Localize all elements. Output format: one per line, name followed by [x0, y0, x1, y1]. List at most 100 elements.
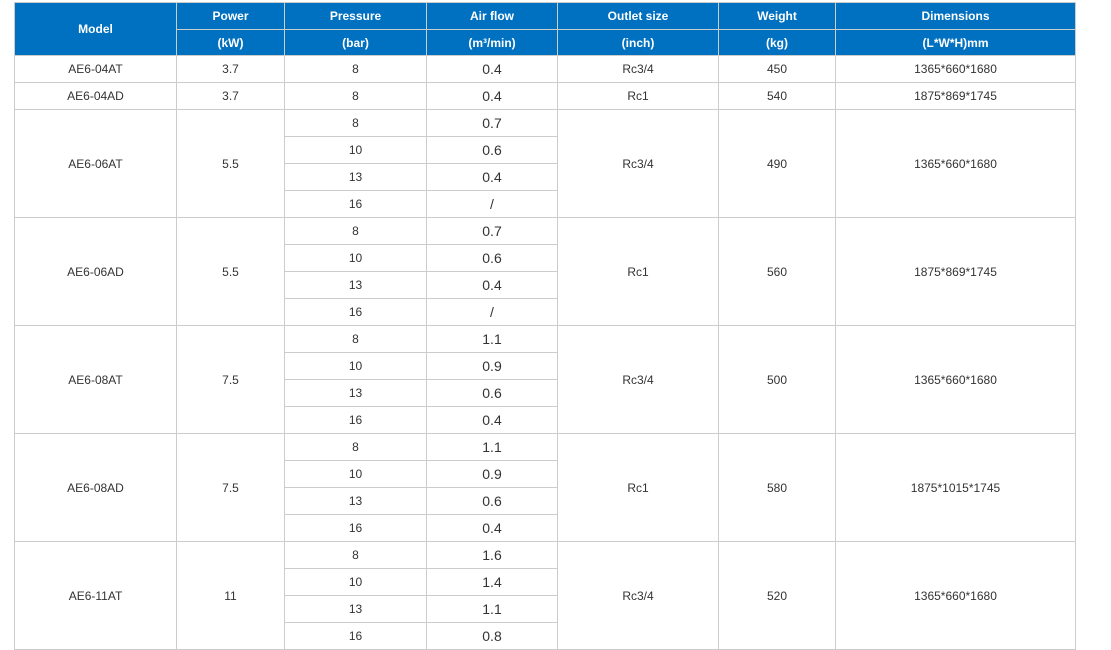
header-outlet-size: Outlet size	[557, 2, 719, 30]
pressure-cell: 10	[284, 568, 427, 596]
table-row: 13 0.6	[15, 487, 1076, 515]
pressure-cell: 16	[284, 298, 427, 326]
power-cell: 11	[176, 541, 285, 650]
power-cell: 7.5	[176, 433, 285, 542]
spec-table: Model Power Pressure Air flow Outlet siz…	[14, 2, 1076, 650]
table-row: 13 0.6	[15, 379, 1076, 407]
table-row: 16 0.4	[15, 406, 1076, 434]
pressure-cell: 8	[284, 433, 427, 461]
pressure-cell: 10	[284, 352, 427, 380]
power-cell: 5.5	[176, 217, 285, 326]
model-cell: AE6-08AT	[14, 325, 177, 434]
model-cell: AE6-06AT	[14, 109, 177, 218]
dimensions-cell: 1365*660*1680	[835, 325, 1076, 434]
table-row: AE6-08AD 7.5 8 1.1 Rc1 580 1875*1015*1745	[14, 433, 1076, 542]
dimensions-cell: 1875*869*1745	[835, 82, 1076, 110]
pressure-cell: 13	[284, 595, 427, 623]
air-flow-cell: 1.1	[426, 595, 558, 623]
dimensions-cell: 1875*1015*1745	[835, 433, 1076, 542]
outlet-size-cell: Rc1	[557, 82, 719, 110]
header-weight: Weight	[718, 2, 836, 30]
header-pressure: Pressure	[284, 2, 427, 30]
outlet-size-cell: Rc3/4	[557, 55, 719, 83]
power-cell: 5.5	[176, 109, 285, 218]
pressure-cell: 16	[284, 622, 427, 650]
table-row: 10 0.9	[15, 460, 1076, 488]
unit-dimensions: (L*W*H)mm	[835, 29, 1076, 56]
table-row: AE6-11AT 11 8 1.6 Rc3/4 520 1365*660*1680	[14, 541, 1076, 650]
air-flow-cell: 0.7	[426, 109, 558, 137]
pressure-cell: 16	[284, 190, 427, 218]
outlet-size-cell: Rc1	[557, 433, 719, 542]
outlet-size-cell: Rc3/4	[557, 325, 719, 434]
weight-cell: 450	[718, 55, 836, 83]
air-flow-cell: 0.4	[426, 406, 558, 434]
pressure-cell: 8	[284, 217, 427, 245]
pressure-cell: 13	[284, 379, 427, 407]
table-row: 16/	[15, 190, 1076, 218]
header-air-flow: Air flow	[426, 2, 558, 30]
outlet-size-cell: Rc1	[557, 217, 719, 326]
air-flow-cell: 0.6	[426, 244, 558, 272]
weight-cell: 500	[718, 325, 836, 434]
air-flow-cell: 0.7	[426, 217, 558, 245]
pressure-cell: 10	[284, 460, 427, 488]
model-cell: AE6-06AD	[14, 217, 177, 326]
pressure-cell: 8	[284, 82, 427, 110]
pressure-cell: 8	[284, 325, 427, 353]
header-dimensions: Dimensions	[835, 2, 1076, 30]
pressure-cell: 8	[284, 541, 427, 569]
power-cell: 3.7	[176, 82, 285, 110]
pressure-cell: 13	[284, 163, 427, 191]
unit-pressure: (bar)	[284, 29, 427, 56]
pressure-cell: 13	[284, 487, 427, 515]
pressure-cell: 10	[284, 136, 427, 164]
air-flow-cell: 1.1	[426, 433, 558, 461]
weight-cell: 490	[718, 109, 836, 218]
outlet-size-cell: Rc3/4	[557, 109, 719, 218]
table-row: AE6-04AD 3.7 8 0.4 Rc1 540 1875*869*1745	[14, 82, 1076, 110]
air-flow-cell: 0.4	[426, 271, 558, 299]
air-flow-cell: /	[426, 190, 558, 218]
air-flow-cell: 0.4	[426, 163, 558, 191]
table-row: AE6-04AT 3.7 8 0.4 Rc3/4 450 1365*660*1680	[14, 55, 1076, 83]
dimensions-cell: 1365*660*1680	[835, 109, 1076, 218]
table-row: AE6-06AT 5.5 8 0.7 Rc3/4 490 1365*660*1680	[14, 109, 1076, 218]
unit-weight: (kg)	[718, 29, 836, 56]
air-flow-cell: 0.4	[426, 55, 558, 83]
pressure-cell: 8	[284, 55, 427, 83]
table-row: 16 0.8	[15, 622, 1076, 650]
header-power: Power	[176, 2, 285, 30]
air-flow-cell: 1.6	[426, 541, 558, 569]
outlet-size-cell: Rc3/4	[557, 541, 719, 650]
air-flow-cell: /	[426, 298, 558, 326]
air-flow-cell: 0.6	[426, 136, 558, 164]
pressure-cell: 8	[284, 109, 427, 137]
unit-power: (kW)	[176, 29, 285, 56]
table-row: 16/	[15, 298, 1076, 326]
table-row: 10 0.6	[15, 136, 1076, 164]
pressure-cell: 10	[284, 244, 427, 272]
pressure-cell: 13	[284, 271, 427, 299]
air-flow-cell: 0.4	[426, 514, 558, 542]
air-flow-cell: 0.9	[426, 352, 558, 380]
table-row: 16 0.4	[15, 514, 1076, 542]
dimensions-cell: 1365*660*1680	[835, 541, 1076, 650]
air-flow-cell: 1.4	[426, 568, 558, 596]
pressure-cell: 16	[284, 514, 427, 542]
header-model: Model	[14, 2, 177, 56]
table-row: AE6-08AT 7.5 8 1.1 Rc3/4 500 1365*660*1680	[14, 325, 1076, 434]
air-flow-cell: 1.1	[426, 325, 558, 353]
air-flow-cell: 0.6	[426, 379, 558, 407]
unit-air-flow: (m³/min)	[426, 29, 558, 56]
air-flow-cell: 0.4	[426, 82, 558, 110]
unit-outlet-size: (inch)	[557, 29, 719, 56]
weight-cell: 580	[718, 433, 836, 542]
power-cell: 3.7	[176, 55, 285, 83]
weight-cell: 540	[718, 82, 836, 110]
dimensions-cell: 1365*660*1680	[835, 55, 1076, 83]
weight-cell: 560	[718, 217, 836, 326]
air-flow-cell: 0.9	[426, 460, 558, 488]
model-cell: AE6-04AD	[14, 82, 177, 110]
air-flow-cell: 0.6	[426, 487, 558, 515]
